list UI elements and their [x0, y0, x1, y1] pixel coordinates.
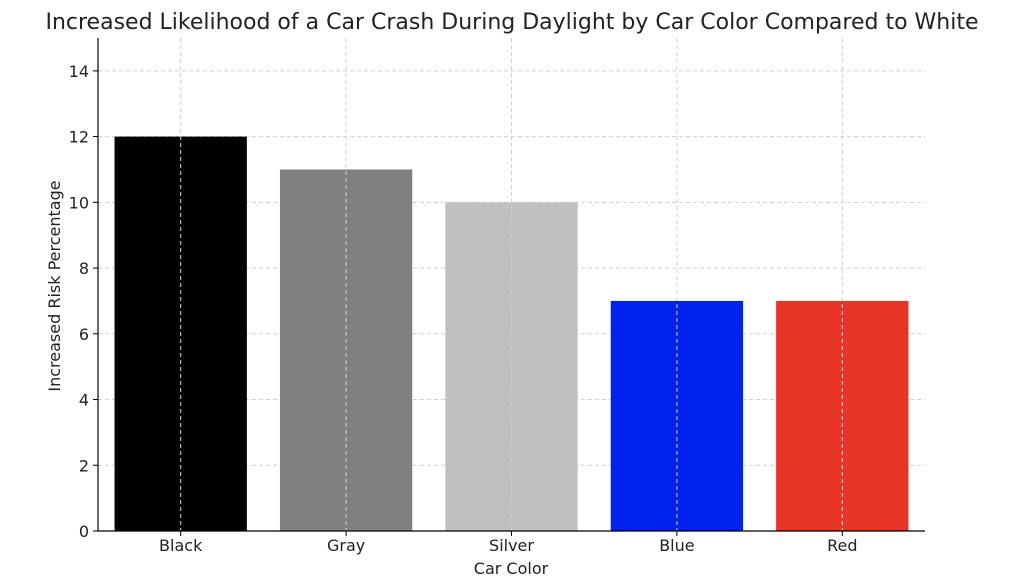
bars-layer — [114, 136, 909, 532]
y-axis-label: Increased Risk Percentage — [45, 180, 64, 391]
y-tick-label: 6 — [79, 325, 89, 344]
x-tick-label-black: Black — [159, 536, 203, 555]
y-tick-label: 10 — [69, 193, 89, 212]
x-tick-label-red: Red — [827, 536, 857, 555]
y-tick-label: 12 — [69, 128, 89, 147]
y-tick-label: 2 — [79, 456, 89, 475]
x-tick-label-silver: Silver — [489, 536, 534, 555]
y-tick-label: 4 — [79, 391, 89, 410]
ticks-layer: 0 2 4 6 8 10 12 14 Black Gray Silver Blue Red — [69, 62, 858, 555]
y-tick-label: 0 — [79, 522, 89, 541]
y-tick-label: 8 — [79, 259, 89, 278]
chart-title: Increased Likelihood of a Car Crash Duri… — [45, 10, 978, 35]
x-tick-label-blue: Blue — [659, 536, 694, 555]
x-tick-label-gray: Gray — [327, 536, 365, 555]
y-tick-label: 14 — [69, 62, 89, 81]
vertical-grid-layer — [180, 38, 843, 531]
x-axis-label: Car Color — [474, 559, 549, 578]
